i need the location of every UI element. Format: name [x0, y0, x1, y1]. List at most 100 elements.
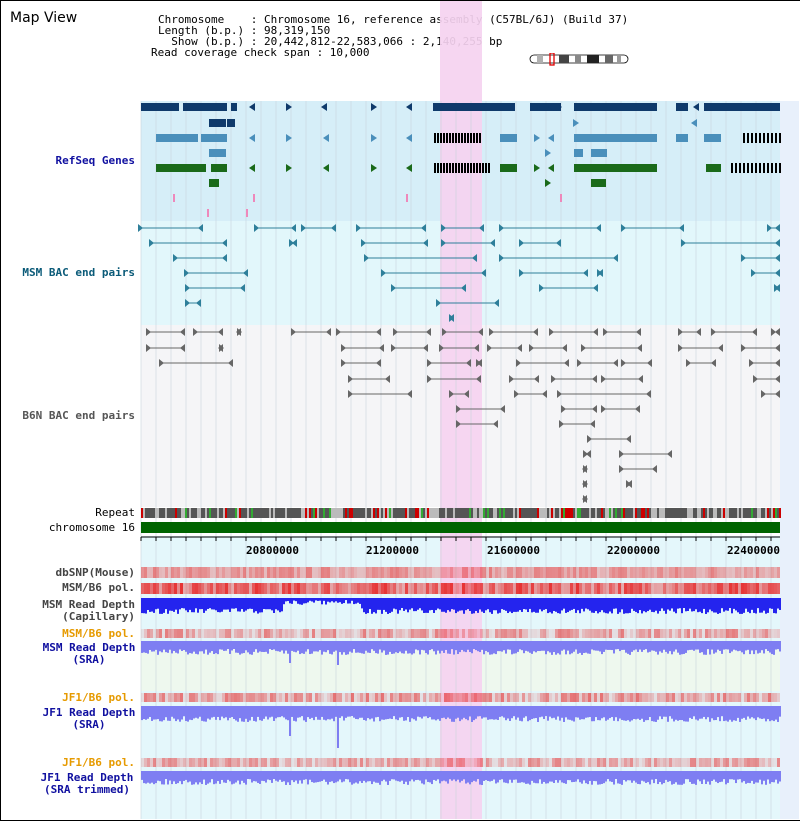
read-depth-bar [445, 598, 447, 613]
repeat-element [475, 508, 477, 518]
polymorphism-cell [318, 583, 321, 594]
read-depth-bar [147, 771, 149, 783]
read-depth-bar [177, 706, 179, 720]
msm-bac-pair [292, 239, 297, 247]
read-depth-bar [173, 641, 175, 651]
polymorphism-cell [330, 758, 333, 767]
track-label-msm-bac-end-pairs[interactable]: MSM BAC end pairs [22, 266, 135, 279]
track-label-repeat[interactable]: Repeat [95, 506, 135, 519]
repeat-element [291, 508, 293, 518]
read-depth-bar [429, 706, 431, 718]
read-depth-bar [293, 771, 295, 783]
read-depth-bar [293, 706, 295, 721]
polymorphism-cell [753, 629, 756, 638]
read-depth-bar [523, 641, 525, 654]
repeat-element [289, 508, 291, 518]
gene-exon [449, 163, 451, 173]
read-depth-bar [349, 771, 351, 783]
read-depth-bar [577, 771, 579, 780]
track-label-refseq-genes[interactable]: RefSeq Genes [55, 154, 135, 167]
polymorphism-cell [279, 693, 282, 702]
label-line: JF1 Read Depth [42, 706, 136, 719]
read-depth-bar [691, 771, 693, 784]
gene-exon [464, 133, 466, 143]
track-label-jf1-read-depth-sra-trimmed[interactable]: JF1 Read Depth (SRA trimmed) [31, 772, 143, 796]
repeat-element [171, 508, 173, 518]
read-depth-bar [157, 598, 159, 609]
read-depth-bar [757, 771, 759, 783]
read-depth-bar [495, 598, 497, 611]
repeat-element [325, 508, 327, 518]
track-label-b6n-bac-end-pairs[interactable]: B6N BAC end pairs [22, 409, 135, 422]
read-depth-bar [685, 598, 687, 612]
read-depth-bar [593, 706, 595, 722]
read-depth-bar [179, 598, 181, 610]
track-label-msm-b6-pol[interactable]: MSM/B6 pol. [62, 581, 135, 594]
track-label-msm-read-depth-sra[interactable]: MSM Read Depth (SRA) [37, 642, 141, 666]
polymorphism-cell [603, 567, 606, 578]
msm-bac-pair [441, 224, 446, 232]
track-label-jf1-read-depth-sra[interactable]: JF1 Read Depth (SRA) [37, 707, 141, 731]
track-label-msm-read-depth-capillary[interactable]: MSM Read Depth (Capillary) [1, 599, 135, 623]
gene-exon [751, 163, 753, 173]
polymorphism-cell [669, 758, 672, 767]
polymorphism-cell [366, 758, 369, 767]
read-depth-bar [523, 706, 525, 718]
read-depth-bar [761, 598, 763, 613]
read-depth-bar [615, 771, 617, 780]
read-depth-bar [623, 598, 625, 614]
read-depth-bar [471, 598, 473, 614]
polymorphism-cell [231, 693, 234, 702]
polymorphism-cell [315, 758, 318, 767]
track-label-jf1-b6-pol-trimmed[interactable]: JF1/B6 pol. [62, 756, 135, 769]
msm-bac-pair [539, 284, 544, 292]
polymorphism-cell [453, 583, 456, 594]
track-label-dbsnp-mouse[interactable]: dbSNP(Mouse) [55, 566, 135, 579]
polymorphism-cell [513, 629, 516, 638]
read-depth-bar [369, 598, 371, 610]
read-depth-bar [707, 771, 709, 782]
repeat-element [445, 508, 447, 518]
polymorphism-cell [771, 693, 774, 702]
polymorphism-cell [573, 629, 576, 638]
read-depth-bar [603, 706, 605, 718]
polymorphism-cell [615, 758, 618, 767]
read-depth-bar [321, 706, 323, 717]
repeat-element [693, 508, 695, 518]
read-depth-bar [209, 771, 211, 783]
read-depth-bar [163, 641, 165, 650]
msm-bac-pair [289, 239, 294, 247]
polymorphism-cell [492, 567, 495, 578]
snp-marker [560, 194, 562, 202]
read-depth-bar [677, 641, 679, 653]
polymorphism-cell [486, 567, 489, 578]
polymorphism-cell [165, 629, 168, 638]
polymorphism-cell [702, 567, 705, 578]
polymorphism-cell [258, 758, 261, 767]
track-label-chromosome[interactable]: chromosome 16 [48, 521, 135, 534]
read-depth-bar [571, 771, 573, 783]
repeat-element [619, 508, 621, 518]
track-label-jf1-b6-pol[interactable]: JF1/B6 pol. [62, 691, 135, 704]
read-depth-bar [687, 706, 689, 722]
track-label-msm-b6-pol-sra[interactable]: MSM/B6 pol. [62, 627, 135, 640]
polymorphism-cell [660, 583, 663, 594]
read-depth-bar [529, 706, 531, 721]
polymorphism-cell [348, 629, 351, 638]
read-depth-bar [691, 598, 693, 612]
read-depth-bar [467, 706, 469, 721]
read-depth-bar [777, 641, 779, 650]
read-depth-bar [411, 771, 413, 780]
read-depth-bar [587, 706, 589, 718]
repeat-element [455, 508, 457, 518]
chromosome-ideogram[interactable] [529, 53, 631, 66]
read-depth-bar [205, 598, 207, 611]
msm-bac-pair [775, 254, 780, 262]
polymorphism-cell [366, 567, 369, 578]
polymorphism-cell [519, 629, 522, 638]
axis-tick-label: 22400000 [727, 544, 780, 557]
b6n-bac-pair [336, 328, 341, 336]
polymorphism-cell [297, 567, 300, 578]
read-depth-bar [695, 598, 697, 610]
